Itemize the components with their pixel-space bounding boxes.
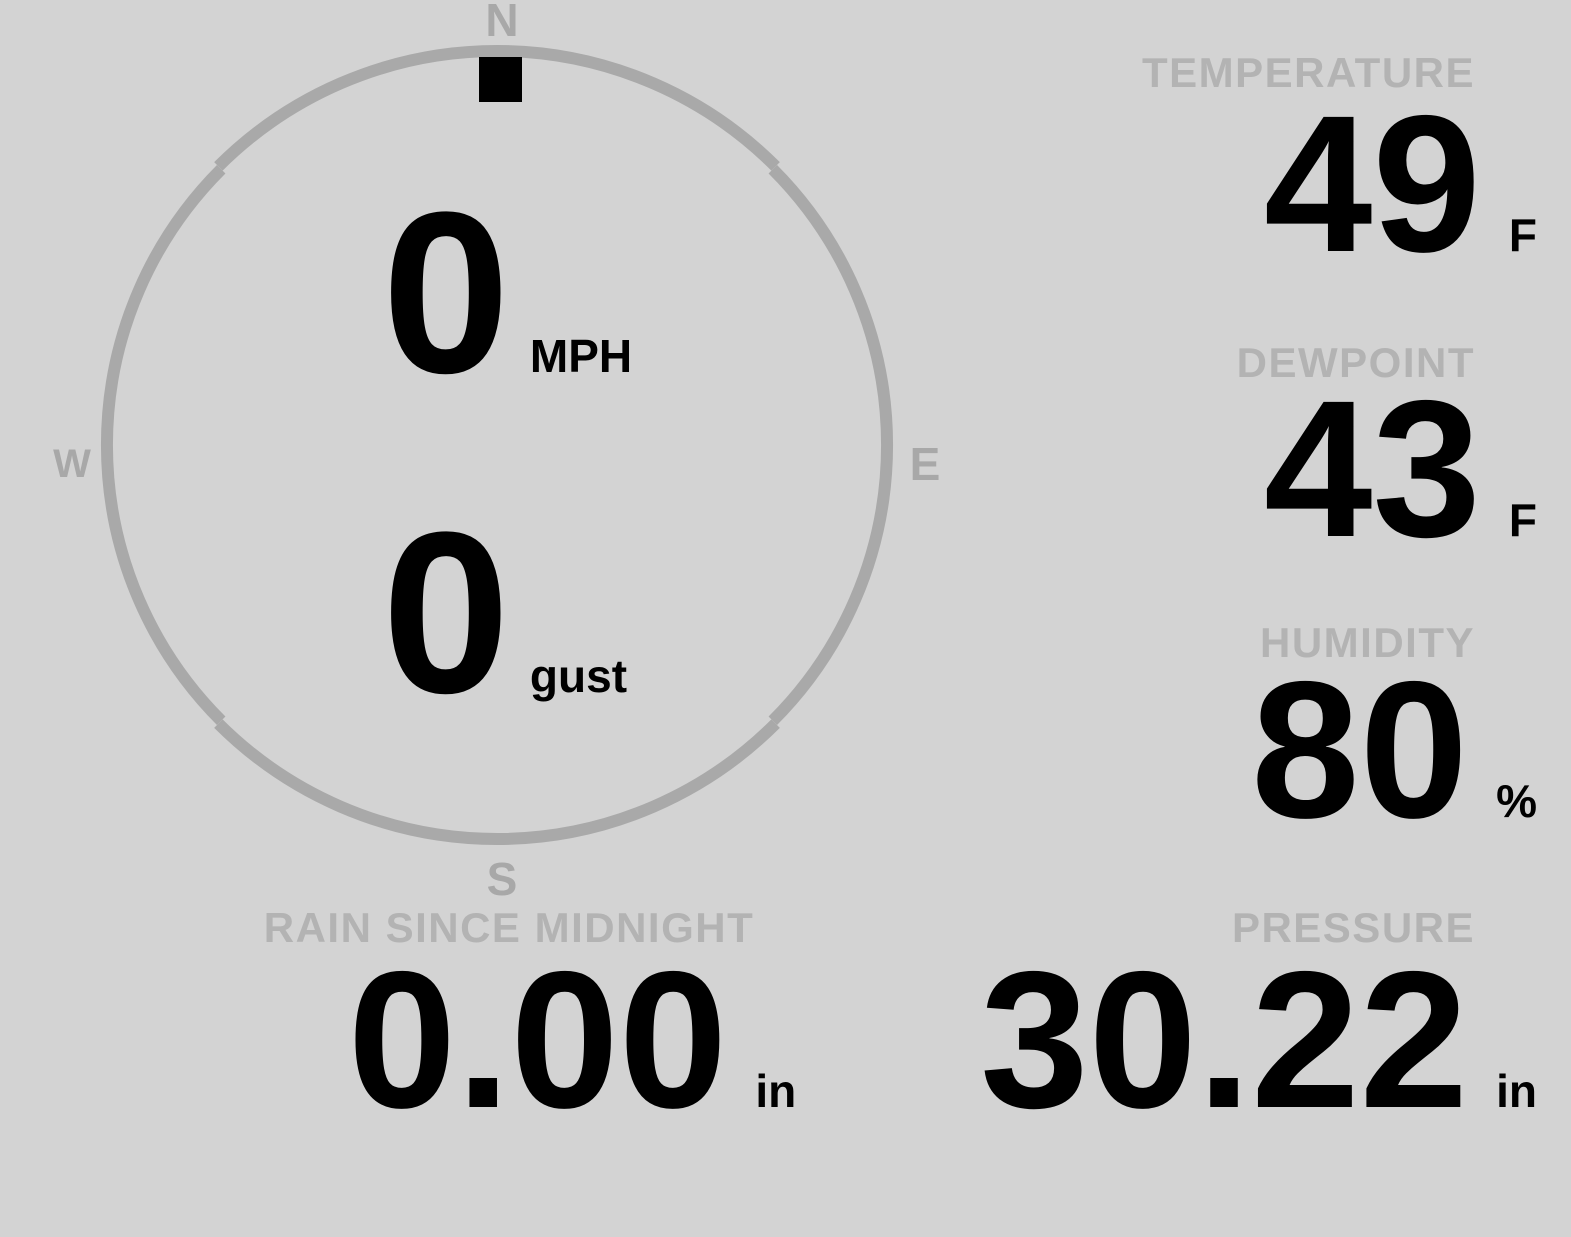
temperature-unit: F [1508, 209, 1537, 261]
wind-speed-unit: MPH [529, 330, 633, 382]
humidity-label: HUMIDITY [1260, 619, 1475, 666]
dewpoint-unit: F [1508, 494, 1537, 546]
compass-label-east: E [909, 438, 941, 490]
wind-speed: 0 MPH [382, 178, 632, 408]
temperature-reading: 49 F [1264, 87, 1537, 282]
dewpoint-label: DEWPOINT [1236, 339, 1475, 386]
rain-unit: in [755, 1065, 797, 1117]
dewpoint-value: 43 [1263, 360, 1481, 578]
compass-label-south: S [486, 853, 518, 905]
humidity-reading: 80 % [1251, 653, 1537, 848]
wind-gust-unit: gust [529, 650, 628, 702]
wind-direction-marker [479, 57, 522, 102]
temperature-label: TEMPERATURE [1141, 49, 1475, 96]
humidity-value: 80 [1251, 641, 1469, 859]
compass-label-north: N [485, 0, 519, 46]
compass-ring [100, 45, 894, 845]
compass-label-west: W [53, 442, 91, 486]
pressure-value: 30.22 [980, 931, 1469, 1149]
rain-reading: 0.00 in [72, 943, 1072, 1138]
wind-gust: 0 gust [382, 498, 627, 728]
rain-value: 0.00 [347, 931, 728, 1149]
pressure-label: PRESSURE [1231, 904, 1475, 951]
compass-ring-arc-west [100, 164, 226, 726]
rain-label: RAIN SINCE MIDNIGHT [263, 904, 755, 951]
humidity-unit: % [1496, 775, 1537, 827]
pressure-unit: in [1496, 1065, 1537, 1117]
compass-ring-arc-east [768, 164, 894, 726]
wind-gust-value: 0 [382, 484, 510, 741]
wind-speed-value: 0 [382, 164, 510, 421]
dewpoint-reading: 43 F [1264, 372, 1537, 567]
temperature-value: 49 [1263, 75, 1481, 293]
compass-ring-arc-south [214, 719, 780, 845]
pressure-reading: 30.22 in [980, 943, 1537, 1138]
compass-ring-arc-north [214, 45, 780, 171]
